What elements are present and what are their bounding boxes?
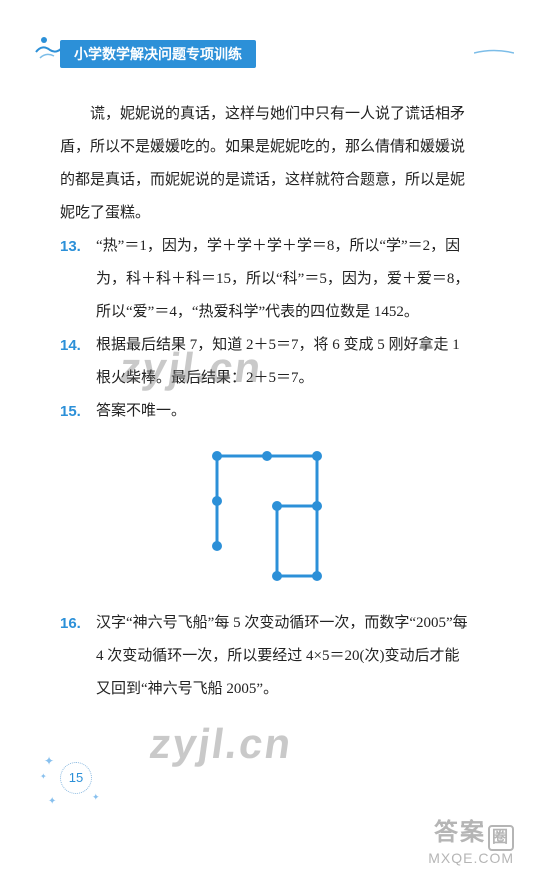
item-number: 15. — [60, 395, 81, 428]
brand-line1: 答案圈 — [428, 820, 514, 851]
dot-line-figure — [197, 436, 337, 586]
item-number: 14. — [60, 329, 81, 362]
item-number: 16. — [60, 607, 81, 640]
body-text: 谎，妮妮说的真话，这样与她们中只有一人说了谎话相矛盾，所以不是媛媛吃的。如果是妮… — [60, 98, 474, 706]
watermark-2: zyjl.cn — [147, 720, 296, 768]
page-number-area: ✦ ✦ ✦ ✦ 15 — [40, 754, 120, 814]
brand-badge: 圈 — [488, 825, 514, 851]
item-14: 14. 根据最后结果 7，知道 2＋5＝7，将 6 变成 5 刚好拿走 1 根火… — [60, 329, 474, 395]
star-icon: ✦ — [44, 754, 54, 769]
item-15: 15. 答案不唯一。 — [60, 395, 474, 428]
item-16: 16. 汉字“神六号飞船”每 5 次变动循环一次，而数字“2005”每 4 次变… — [60, 607, 474, 706]
page-root: 小学数学解决问题专项训练 谎，妮妮说的真话，这样与她们中只有一人说了谎话相矛盾，… — [0, 0, 534, 874]
item-text: 根据最后结果 7，知道 2＋5＝7，将 6 变成 5 刚好拿走 1 根火柴棒。最… — [96, 337, 460, 386]
item-text: 答案不唯一。 — [96, 403, 186, 419]
page-number: 15 — [60, 762, 92, 794]
item-number: 13. — [60, 230, 81, 263]
star-icon: ✦ — [48, 796, 56, 807]
item-text: 汉字“神六号飞船”每 5 次变动循环一次，而数字“2005”每 4 次变动循环一… — [96, 615, 468, 697]
brand-char: 案 — [460, 819, 486, 846]
brand-char: 答 — [434, 819, 460, 846]
header-banner: 小学数学解决问题专项训练 — [60, 40, 474, 68]
bottom-brand-watermark: 答案圈 MXQE.COM — [428, 820, 514, 866]
item-13: 13. “热”＝1，因为，学＋学＋学＋学＝8，所以“学”＝2，因为，科＋科＋科＝… — [60, 230, 474, 329]
star-icon: ✦ — [40, 772, 47, 781]
continuation-paragraph: 谎，妮妮说的真话，这样与她们中只有一人说了谎话相矛盾，所以不是媛媛吃的。如果是妮… — [60, 98, 474, 230]
item-text: “热”＝1，因为，学＋学＋学＋学＝8，所以“学”＝2，因为，科＋科＋科＝15，所… — [96, 238, 469, 320]
banner-tail-icon — [474, 48, 514, 58]
banner-ornament-icon — [34, 32, 64, 62]
figure-15 — [60, 436, 474, 599]
star-icon: ✦ — [92, 792, 100, 803]
banner-title: 小学数学解决问题专项训练 — [60, 40, 256, 68]
brand-line2: MXQE.COM — [428, 851, 514, 866]
